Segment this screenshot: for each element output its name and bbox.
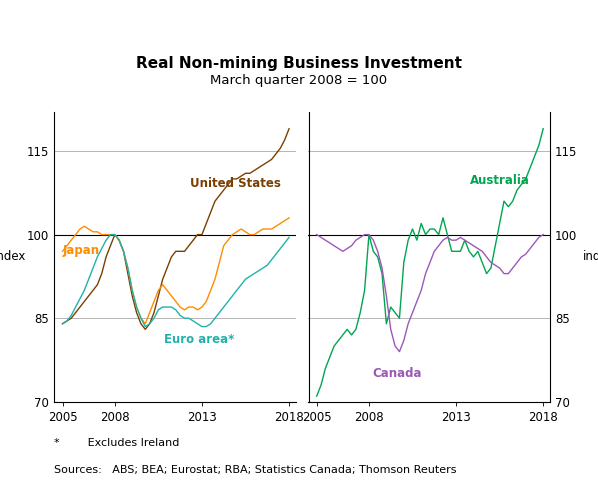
Text: Real Non-mining Business Investment: Real Non-mining Business Investment <box>136 56 462 71</box>
Text: index: index <box>0 250 26 263</box>
Text: Australia: Australia <box>470 174 530 187</box>
Text: Sources:   ABS; BEA; Eurostat; RBA; Statistics Canada; Thomson Reuters: Sources: ABS; BEA; Eurostat; RBA; Statis… <box>54 465 456 475</box>
Text: Canada: Canada <box>373 367 422 380</box>
Text: Euro area*: Euro area* <box>164 333 234 346</box>
Text: index: index <box>582 250 598 263</box>
Text: *        Excludes Ireland: * Excludes Ireland <box>54 438 179 449</box>
Text: Japan: Japan <box>63 244 100 257</box>
Text: United States: United States <box>190 177 280 190</box>
Text: March quarter 2008 = 100: March quarter 2008 = 100 <box>210 74 388 87</box>
